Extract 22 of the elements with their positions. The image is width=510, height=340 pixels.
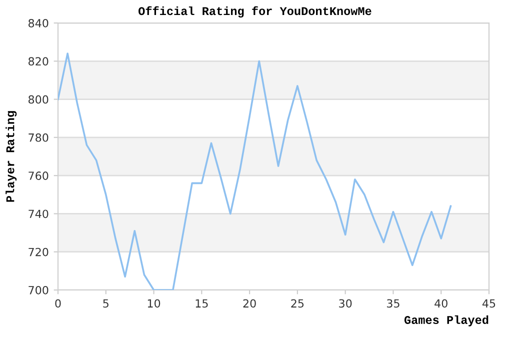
x-tick-label: 5: [103, 299, 108, 308]
y-tick-label: 700: [28, 286, 48, 294]
y-tick-label: 840: [28, 18, 48, 28]
x-tick-label: 0: [55, 299, 61, 308]
x-tick-label: 40: [434, 299, 448, 308]
y-tick-label: 780: [28, 133, 48, 142]
line-series: [58, 52, 452, 290]
x-tick-label: 15: [196, 299, 208, 308]
x-tick-label: 10: [148, 299, 160, 308]
x-axis-title: Games Played: [404, 315, 488, 326]
x-tick-label: 25: [291, 299, 304, 308]
y-tick-label: 800: [28, 95, 48, 104]
y-tick-label: 740: [28, 210, 48, 218]
x-tick-label: 20: [243, 299, 256, 308]
x-tick-label: 45: [482, 299, 496, 308]
chart-title: Official Rating for YouDontKnowMe: [138, 6, 372, 18]
x-tick-label: 35: [387, 299, 400, 308]
y-tick-label: 760: [28, 172, 48, 180]
y-axis-title: Player Rating: [6, 111, 17, 202]
y-tick-label: 720: [28, 248, 48, 256]
y-tick-label: 820: [28, 57, 48, 66]
x-tick-label: 30: [339, 299, 352, 308]
